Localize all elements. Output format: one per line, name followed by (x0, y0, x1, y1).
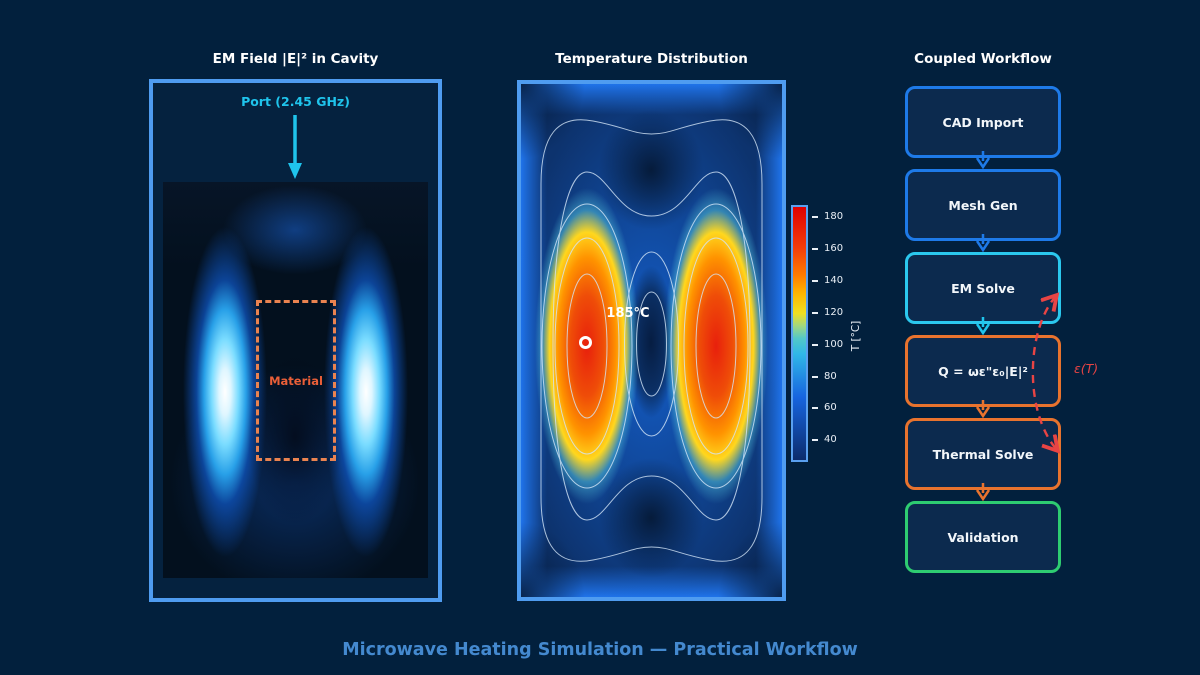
temperature-contours (540, 119, 763, 562)
temperature-panel: 185°C (517, 80, 786, 601)
colorbar-tick: 160 (812, 243, 872, 255)
workflow-step-label: Q = ωε"ε₀|E|² (938, 363, 1028, 379)
material-label: Material (269, 373, 323, 388)
temperature-heatmap (521, 84, 782, 597)
em-cavity-panel: Port (2.45 GHz) Material (149, 79, 442, 602)
workflow-step-label: CAD Import (942, 114, 1024, 130)
figure-main-title: Microwave Heating Simulation — Practical… (342, 640, 858, 660)
temperature-colorbar (791, 205, 808, 462)
material-region-outline: Material (256, 300, 336, 461)
colorbar-tick: 80 (812, 371, 872, 383)
workflow-arrow-icon (975, 151, 991, 170)
workflow-title: Coupled Workflow (914, 51, 1052, 67)
temp-panel-title: Temperature Distribution (555, 51, 748, 67)
workflow-step-mesh-gen: Mesh Gen (905, 169, 1061, 241)
port-arrow-icon (288, 115, 302, 179)
hotspot-marker-icon (579, 336, 592, 349)
workflow-arrow-icon (975, 483, 991, 502)
workflow-step-cad-import: CAD Import (905, 86, 1061, 158)
workflow-arrow-icon (975, 400, 991, 419)
colorbar-tick: 120 (812, 307, 872, 319)
feedback-epsilon-label: ε(T) (1074, 361, 1099, 376)
feedback-arrow-icon (1031, 282, 1075, 462)
hotspot-temperature-annotation: 185°C (606, 306, 650, 321)
workflow-step-label: Thermal Solve (932, 446, 1034, 462)
colorbar-tick: 140 (812, 275, 872, 287)
workflow-step-label: Validation (947, 529, 1019, 545)
colorbar-tick: 180 (812, 211, 872, 223)
workflow-step-validation: Validation (905, 501, 1061, 573)
colorbar-tick: 40 (812, 434, 872, 446)
colorbar-tick: 60 (812, 402, 872, 414)
workflow-arrow-icon (975, 317, 991, 336)
port-label: Port (2.45 GHz) (241, 94, 350, 109)
em-field-image (163, 182, 428, 578)
workflow-arrow-icon (975, 234, 991, 253)
colorbar-axis-label: T [°C] (850, 320, 862, 352)
colorbar-tick: 100 (812, 339, 872, 351)
workflow-step-label: Mesh Gen (948, 197, 1018, 213)
workflow-step-label: EM Solve (951, 280, 1015, 296)
em-panel-title: EM Field |E|² in Cavity (212, 51, 379, 67)
